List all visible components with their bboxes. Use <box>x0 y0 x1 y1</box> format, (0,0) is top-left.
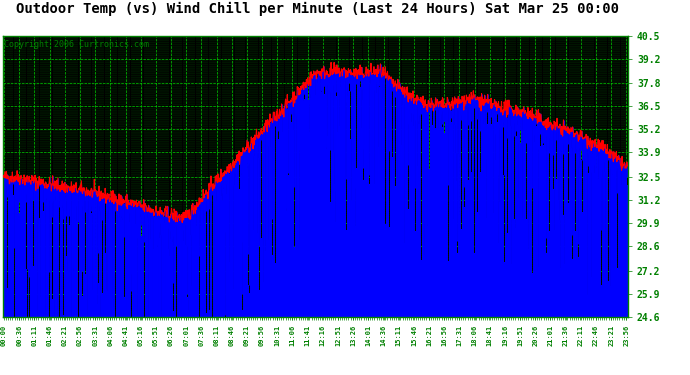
Text: Copyright 2006 Curtronics.com: Copyright 2006 Curtronics.com <box>4 40 149 49</box>
Text: Outdoor Temp (vs) Wind Chill per Minute (Last 24 Hours) Sat Mar 25 00:00: Outdoor Temp (vs) Wind Chill per Minute … <box>16 2 619 16</box>
